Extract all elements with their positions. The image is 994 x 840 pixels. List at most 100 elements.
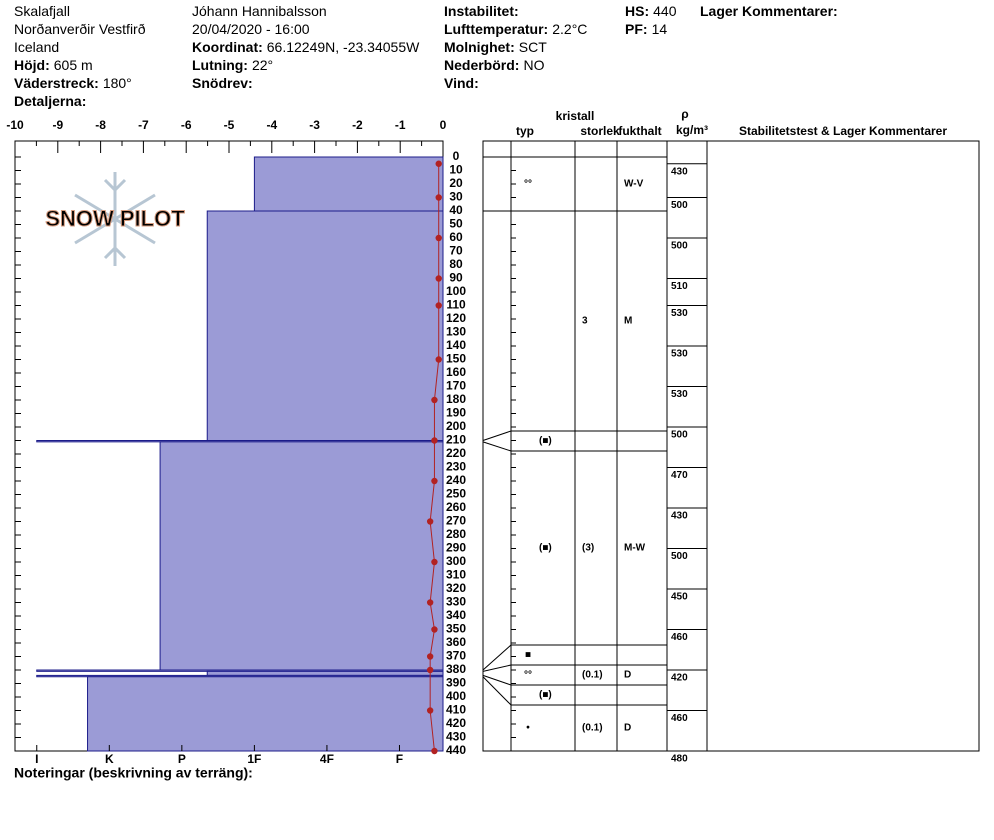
temperature-point [426, 653, 434, 660]
field-label: Höjd: [14, 57, 50, 73]
column-header: kristall [556, 109, 595, 123]
density-label: 450 [671, 592, 688, 603]
field-label: Detaljerna: [14, 93, 86, 109]
field-value: 20/04/2020 - 16:00 [192, 21, 310, 37]
temperature-point [431, 437, 438, 444]
depth-tick-label: 330 [446, 595, 466, 609]
hardness-bar [253, 156, 444, 212]
note: Noteringar (beskrivning av terräng): [14, 765, 253, 781]
table-frame [482, 140, 980, 752]
layer-connector [482, 676, 512, 706]
field-value: SCT [519, 39, 547, 55]
hardness-tick-label: 1F [247, 752, 261, 766]
header-field: Lufttemperatur: 2.2°C [444, 21, 587, 37]
hardness-tick-label: I [35, 752, 38, 766]
depth-tick-label: 300 [446, 554, 466, 568]
header-field: Snödrev: [192, 75, 253, 91]
header-field: Lutning: 22° [192, 57, 273, 73]
depth-tick-label: 60 [449, 230, 463, 244]
field-label: PF: [625, 21, 648, 37]
depth-tick-label: 400 [446, 689, 466, 703]
layer-connector [482, 644, 512, 671]
depth-tick-label: 20 [449, 176, 463, 190]
layer-grain: °° [524, 670, 532, 681]
depth-tick-label: 340 [446, 608, 466, 622]
field-value: NO [523, 57, 544, 73]
density-label: 470 [671, 470, 688, 481]
temp-tick-label: -6 [181, 118, 192, 132]
temperature-point [431, 558, 438, 566]
field-value: Norðanverðir Vestfirð [14, 21, 146, 37]
column-header: Stabilitetstest & Lager Kommentarer [739, 124, 947, 138]
column-header: kg/m³ [676, 123, 708, 137]
layer-moisture: W-V [624, 179, 644, 190]
layer-size: (0.1) [582, 723, 603, 734]
logo [74, 172, 156, 266]
header-field: Lager Kommentarer: [700, 3, 838, 19]
density-label: 460 [671, 632, 688, 643]
density-label: 430 [671, 511, 688, 522]
density-label: 530 [671, 349, 688, 360]
depth-tick-label: 430 [446, 730, 466, 744]
depth-tick-label: 120 [446, 311, 466, 325]
density-label: 480 [671, 754, 688, 765]
layer-grain: ■ [525, 650, 531, 661]
density-label: 500 [671, 200, 688, 211]
field-value: 2.2°C [552, 21, 587, 37]
layer-grain: • [526, 723, 530, 734]
density-label: 500 [671, 551, 688, 562]
layer-grain: (■) [539, 690, 552, 701]
header-field: Väderstreck: 180° [14, 75, 132, 91]
depth-tick-label: 180 [446, 392, 466, 406]
header-field: 20/04/2020 - 16:00 [192, 21, 310, 37]
temperature-point [431, 747, 438, 755]
temp-tick-label: -7 [138, 118, 149, 132]
temperature-point [426, 518, 434, 525]
temperature-point [431, 396, 438, 404]
hardness-tick-label: P [178, 752, 186, 766]
depth-tick-label: 240 [446, 473, 466, 487]
depth-tick-label: 0 [453, 149, 460, 163]
field-label: Nederbörd: [444, 57, 519, 73]
field-label: Snödrev: [192, 75, 253, 91]
field-label: Vind: [444, 75, 479, 91]
depth-tick-label: 260 [446, 500, 466, 514]
header-field: Norðanverðir Vestfirð [14, 21, 146, 37]
layer-connector [482, 664, 512, 672]
temp-tick-label: -8 [95, 118, 106, 132]
depth-tick-label: 320 [446, 581, 466, 595]
density-label: 430 [671, 166, 688, 177]
temperature-point [435, 302, 442, 309]
field-label: Lufttemperatur: [444, 21, 548, 37]
temperature-point [431, 477, 438, 485]
field-value: 440 [653, 3, 677, 19]
depth-tick-label: 410 [446, 703, 466, 717]
header-field: Skalafjall [14, 3, 70, 19]
header-field: Vind: [444, 75, 479, 91]
density-label: 500 [671, 430, 688, 441]
field-label: Molnighet: [444, 39, 515, 55]
depth-tick-label: 10 [449, 163, 463, 177]
hardness-tick-label: F [396, 752, 403, 766]
field-label: Lager Kommentarer: [700, 3, 838, 19]
depth-tick-label: 200 [446, 419, 466, 433]
depth-tick-label: 310 [446, 568, 466, 582]
field-label: Koordinat: [192, 39, 263, 55]
field-value: 66.12249N, -23.34055W [267, 39, 420, 55]
field-value: Iceland [14, 39, 59, 55]
density-label: 460 [671, 713, 688, 724]
depth-tick-label: 110 [446, 298, 466, 312]
field-label: HS: [625, 3, 649, 19]
temp-tick-label: -2 [352, 118, 363, 132]
temp-tick-label: -4 [266, 118, 277, 132]
header-field: Koordinat: 66.12249N, -23.34055W [192, 39, 420, 55]
hardness-tick-label: 4F [320, 752, 334, 766]
depth-tick-label: 70 [449, 244, 463, 258]
depth-tick-label: 90 [449, 271, 463, 285]
layer-size: (3) [582, 543, 594, 554]
layer-moisture: M-W [624, 543, 646, 554]
depth-tick-label: 100 [446, 284, 466, 298]
temp-tick-label: -10 [6, 118, 24, 132]
temperature-point [435, 275, 442, 282]
